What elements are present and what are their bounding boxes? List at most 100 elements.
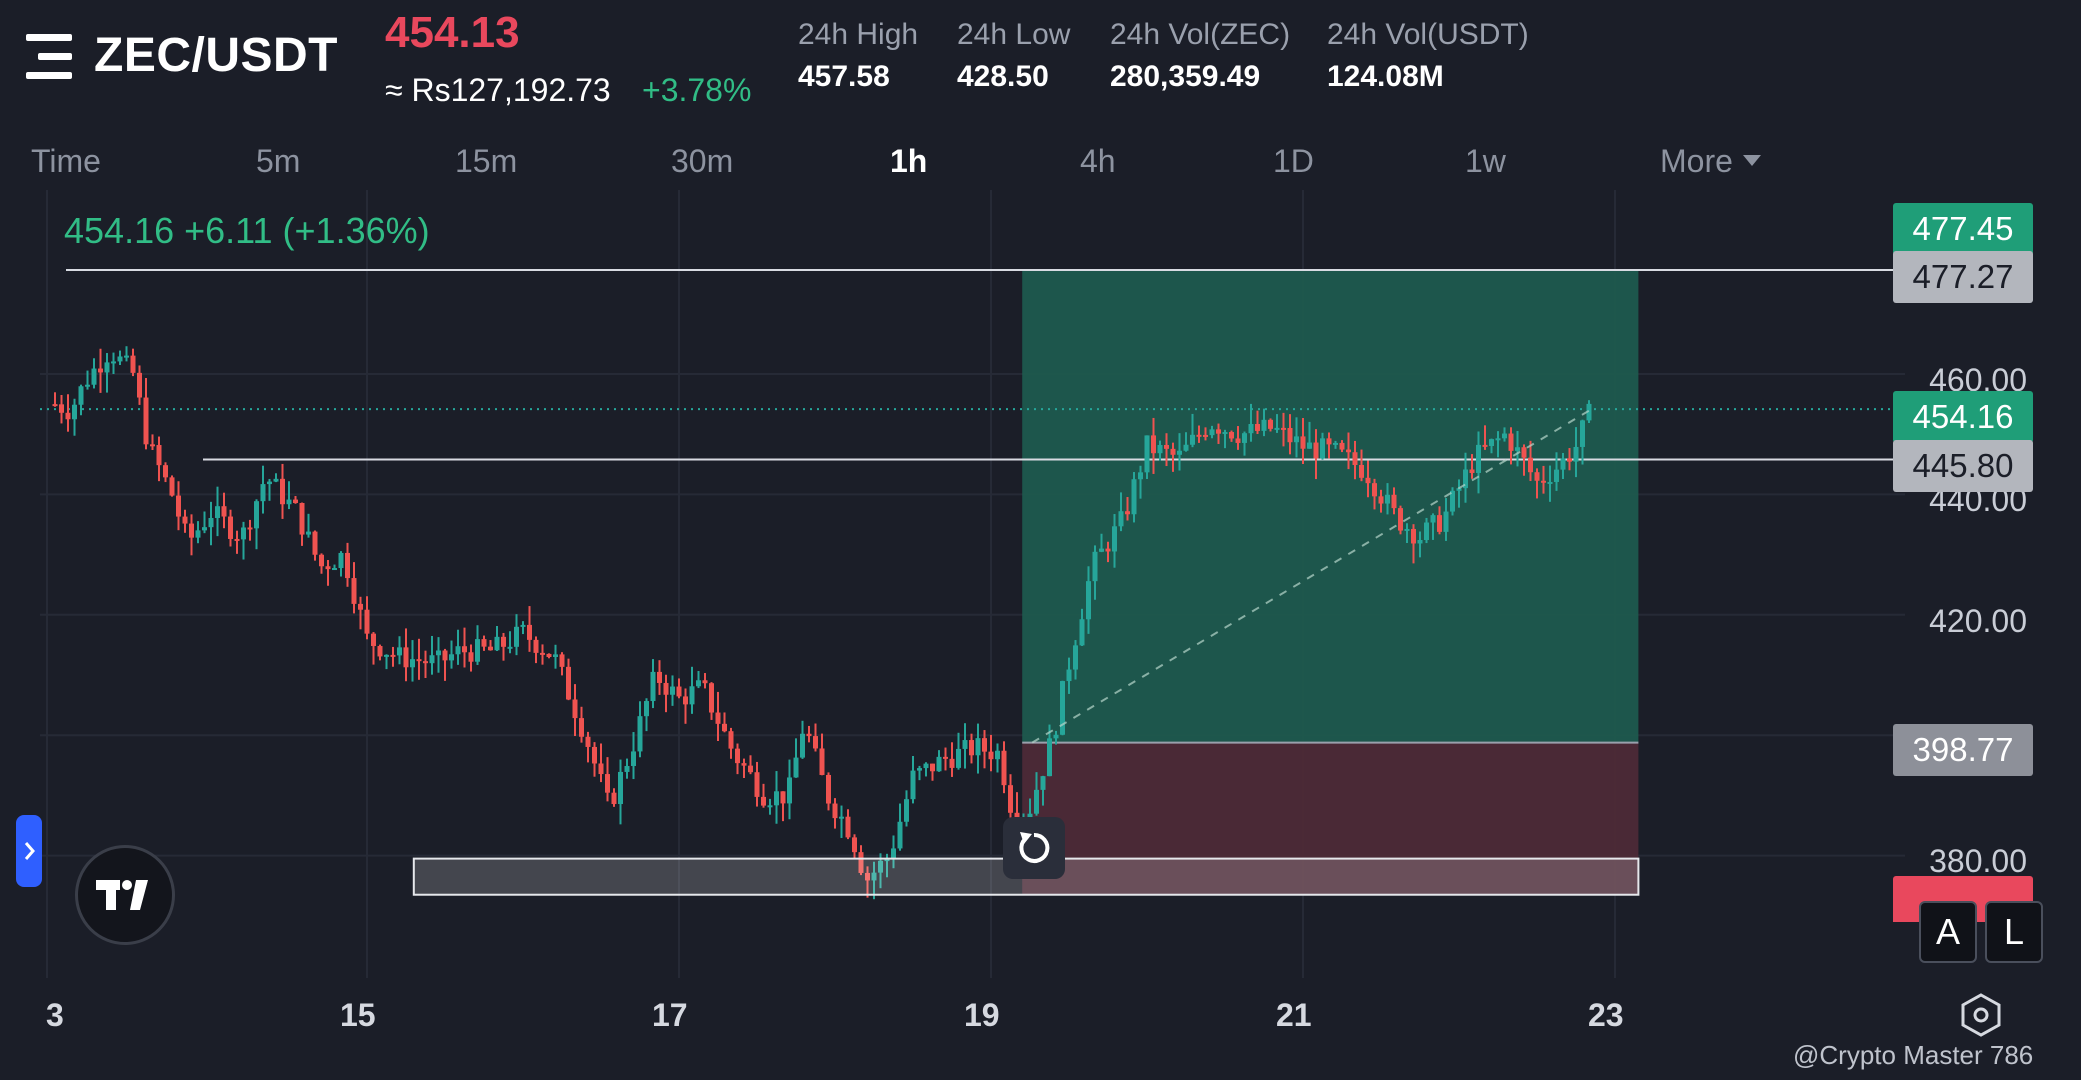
candle [1060,680,1065,736]
tab-5m[interactable]: 5m [256,143,301,179]
tab-1d[interactable]: 1D [1273,143,1314,179]
candle-body [286,499,292,505]
price-tag-resistance-line[interactable]: 477.27 [1893,251,2033,303]
stat-value-24h-high: 457.58 [798,60,890,93]
stat-label-24h-low: 24h Low [957,18,1071,51]
hexagon-settings-icon[interactable] [1958,992,2004,1038]
tab-1w[interactable]: 1w [1465,143,1506,179]
candle-body [761,796,766,806]
candle-body [1359,464,1364,478]
price-tag-current-price: 454.16 [1893,391,2033,443]
candle-body [956,748,961,768]
candle [800,720,805,759]
candle [1359,449,1364,482]
candle-body [592,746,597,764]
hamburger-menu-icon[interactable] [26,34,76,80]
candle-body [982,738,987,752]
auto-scale-button[interactable]: A [1919,901,1977,963]
candle-body [598,763,604,775]
candle [59,394,64,424]
candle-body [345,552,350,579]
candle [995,743,1000,773]
candle [845,809,851,840]
candle [904,790,909,827]
candle-body [845,816,851,838]
candle-body [520,624,526,627]
candle-body [423,661,428,664]
stat-value-24h-low: 428.50 [957,60,1049,93]
candle [520,621,526,635]
price-tag-take-profit[interactable]: 477.45 [1893,203,2033,255]
candle-body [1502,433,1507,439]
price-tag-support-line[interactable]: 445.80 [1893,440,2033,492]
candle-body [189,523,194,538]
candle [358,596,363,630]
candle [865,866,870,898]
candle [618,759,623,825]
candle [1242,431,1247,456]
candle-body [988,751,994,760]
candle [1320,432,1325,460]
candle-body [1196,434,1202,437]
tab-time[interactable]: Time [31,143,101,179]
tradingview-logo-icon[interactable] [75,845,175,945]
candle-body [1411,528,1416,544]
candle-body [858,852,864,873]
candle-body [553,654,558,658]
candle [208,501,214,546]
candle [111,352,116,374]
candle [1294,417,1299,458]
candle [195,521,201,544]
candle [1508,427,1514,465]
trading-pair-title[interactable]: ZEC/USDT [94,29,338,82]
candle [410,640,415,682]
candle-body [267,481,272,485]
candle [1190,413,1195,448]
candle [137,365,142,405]
candle-body [228,516,233,539]
candle-body [254,501,259,529]
candle [858,845,864,876]
candle-body [1417,539,1423,544]
side-panel-handle[interactable] [16,815,42,887]
candle [1170,442,1176,472]
reset-chart-button[interactable] [1003,817,1065,879]
candle-body [1086,581,1091,620]
candle [247,519,253,541]
price-tag-entry[interactable]: 398.77 [1893,724,2033,776]
candle [631,732,636,780]
candle [1281,412,1286,447]
candle-body [1229,432,1234,439]
stat-label-24h-vol-zec: 24h Vol(ZEC) [1110,18,1291,51]
candle [299,502,305,546]
candle [1177,433,1182,471]
candle [637,701,643,758]
candle-body [566,666,571,700]
candle [819,733,825,776]
log-scale-button[interactable]: L [1985,901,2043,963]
candle [189,514,194,556]
candle [1151,417,1156,474]
candle-body [273,478,279,482]
tab-30m[interactable]: 30m [671,143,734,179]
more-timeframes-dropdown[interactable]: More [1660,143,1761,180]
candle-body [72,404,77,420]
candle-body [1456,488,1462,491]
candle [832,798,838,829]
candle [156,436,162,482]
tab-4h[interactable]: 4h [1080,143,1116,179]
candle-body [1183,444,1189,451]
candle-body [709,683,714,713]
tab-15m[interactable]: 15m [455,143,518,179]
tab-1h[interactable]: 1h [890,143,928,179]
candle [1365,460,1371,498]
candle-body [1450,490,1455,512]
candle-body [878,860,883,873]
candle [1157,440,1163,461]
candle-body [1378,496,1384,504]
candle-body [351,578,357,604]
candle [1443,498,1449,541]
candlestick-chart[interactable] [0,190,2081,980]
candle [1547,465,1553,502]
candle [1573,427,1579,478]
